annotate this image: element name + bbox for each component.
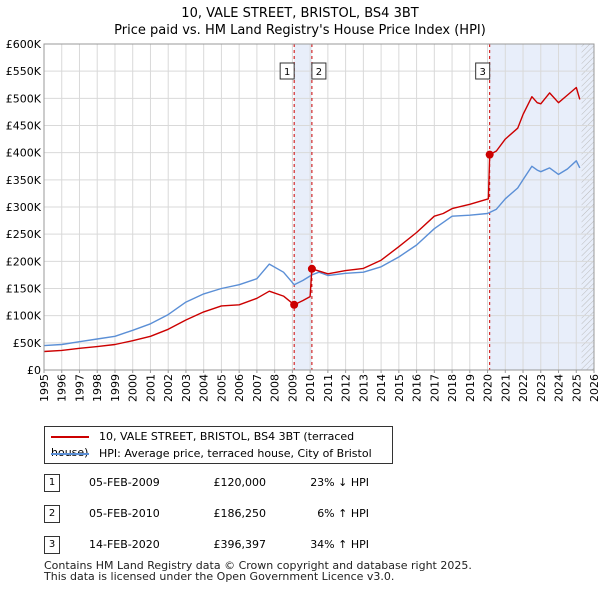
x-tick-label: 2008 (269, 374, 282, 402)
x-tick-label: 2003 (180, 374, 193, 402)
x-tick-label: 1997 (73, 374, 86, 402)
sale-number-badge: 2 (44, 505, 60, 523)
sale-price: £396,397 (213, 538, 267, 551)
sale-row: 3 14-FEB-2020 £396,397 34% ↑ HPI (44, 536, 444, 554)
legend-swatch-property (51, 436, 89, 438)
x-tick-label: 2005 (215, 374, 228, 402)
legend-item-property: 10, VALE STREET, BRISTOL, BS4 3BT (terra… (51, 429, 392, 459)
y-tick-label: £300K (6, 201, 42, 214)
chart-title: 10, VALE STREET, BRISTOL, BS4 3BT Price … (0, 5, 600, 39)
y-tick-label: £600K (6, 38, 42, 51)
x-tick-label: 2009 (286, 374, 299, 402)
sale-date: 05-FEB-2010 (89, 507, 160, 520)
x-tick-label: 2000 (127, 374, 140, 402)
y-tick-label: £200K (6, 255, 42, 268)
sale-price: £120,000 (213, 476, 267, 489)
plot-frame (43, 43, 595, 371)
x-tick-label: 2017 (428, 374, 441, 402)
x-tick-label: 2006 (233, 374, 246, 402)
legend: 10, VALE STREET, BRISTOL, BS4 3BT (terra… (44, 426, 393, 464)
x-tick-label: 2019 (464, 374, 477, 402)
footer-license: This data is licensed under the Open Gov… (44, 570, 395, 583)
y-tick-label: £500K (6, 92, 42, 105)
x-tick-label: 2024 (553, 374, 566, 402)
x-tick-label: 2021 (499, 374, 512, 402)
x-tick-label: 2026 (588, 374, 600, 402)
sale-hpi-change: 6% ↑ HPI (317, 507, 369, 520)
sale-number-badge: 3 (44, 536, 60, 554)
x-tick-label: 2016 (411, 374, 424, 402)
x-tick-label: 2022 (517, 374, 530, 402)
y-tick-label: £150K (6, 283, 42, 296)
x-tick-label: 2004 (198, 374, 211, 402)
x-tick-label: 1996 (56, 374, 69, 402)
sale-point (290, 300, 299, 309)
legend-label-property: 10, VALE STREET, BRISTOL, BS4 3BT (terra… (51, 430, 355, 459)
x-tick-label: 2002 (162, 374, 175, 402)
x-tick-label: 2020 (482, 374, 495, 402)
x-tick-label: 1995 (38, 374, 51, 402)
price-chart: 1 2 3 £0 £50K £100K £150K £200K £250K £300K £350K £… (6, 38, 600, 402)
sale-point (307, 264, 316, 273)
x-tick-label: 2001 (144, 374, 157, 402)
y-tick-label: £50K (13, 337, 42, 350)
sale-row: 1 05-FEB-2009 £120,000 23% ↓ HPI (44, 474, 444, 492)
sale-point (485, 150, 494, 159)
legend-item-hpi: HPI: Average price, terraced house, City… (51, 446, 372, 462)
sale-price: £186,250 (213, 507, 267, 520)
x-tick-label: 2018 (446, 374, 459, 402)
property-price-line (43, 86, 581, 353)
sale-number-label: 2 (316, 67, 322, 78)
x-tick-label: 2007 (251, 374, 264, 402)
footer: Contains HM Land Registry data © Crown c… (44, 560, 472, 582)
title-line-2: Price paid vs. HM Land Registry's House … (114, 23, 486, 38)
y-tick-label: £100K (6, 310, 42, 323)
sale-hpi-change: 23% ↓ HPI (310, 476, 369, 489)
sale-number-box (311, 62, 327, 80)
x-tick-label: 2013 (357, 374, 370, 402)
title-line-1: 10, VALE STREET, BRISTOL, BS4 3BT (181, 6, 419, 21)
sale-number-box (475, 62, 491, 80)
sale-hpi-change: 34% ↑ HPI (310, 538, 369, 551)
sale-date: 05-FEB-2009 (89, 476, 160, 489)
x-tick-label: 1999 (109, 374, 122, 402)
sale-number-label: 3 (479, 67, 485, 78)
sale-date: 14-FEB-2020 (89, 538, 160, 551)
sale-row: 2 05-FEB-2010 £186,250 6% ↑ HPI (44, 505, 444, 523)
y-tick-label: £250K (6, 228, 42, 241)
sale-number-label: 1 (284, 67, 290, 78)
x-tick-label: 2011 (322, 374, 335, 402)
y-tick-label: £400K (6, 147, 42, 160)
legend-label-hpi: HPI: Average price, terraced house, City… (99, 447, 372, 460)
x-tick-label: 2023 (535, 374, 548, 402)
hpi-line (43, 160, 581, 347)
footer-copyright: Contains HM Land Registry data © Crown c… (44, 559, 472, 572)
x-tick-label: 2025 (570, 374, 583, 402)
sale-number-box (279, 62, 295, 80)
x-tick-label: 1998 (91, 374, 104, 402)
legend-swatch-hpi (51, 453, 89, 455)
x-tick-label: 2015 (393, 374, 406, 402)
sale-number-badge: 1 (44, 474, 60, 492)
y-tick-label: £350K (6, 174, 42, 187)
y-tick-label: £550K (6, 65, 42, 78)
y-tick-label: £0 (27, 364, 41, 377)
y-tick-label: £450K (6, 120, 42, 133)
x-tick-label: 2012 (340, 374, 353, 402)
x-tick-label: 2010 (304, 374, 317, 402)
x-tick-label: 2014 (375, 374, 388, 402)
